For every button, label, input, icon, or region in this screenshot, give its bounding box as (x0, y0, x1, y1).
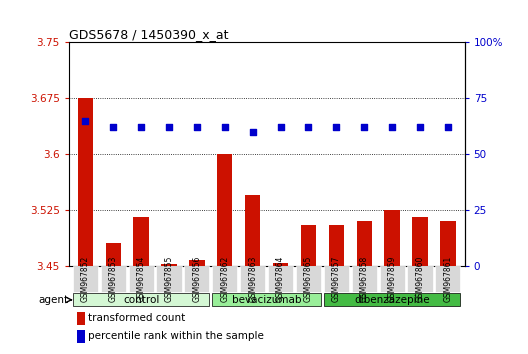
FancyBboxPatch shape (184, 266, 210, 292)
Text: GSM967857: GSM967857 (332, 256, 341, 302)
Bar (301, 225, 316, 266)
Bar (78, 98, 93, 266)
Point (444, 125, 452, 130)
Bar (356, 221, 372, 266)
Text: GSM967859: GSM967859 (388, 256, 397, 302)
Text: GSM967855: GSM967855 (165, 256, 174, 302)
Point (81, 118, 90, 124)
FancyBboxPatch shape (73, 293, 210, 306)
Text: transformed count: transformed count (89, 313, 186, 323)
Text: percentile rank within the sample: percentile rank within the sample (89, 331, 265, 341)
Text: bevacizumab: bevacizumab (232, 295, 301, 305)
Text: dibenzazepine: dibenzazepine (354, 295, 430, 305)
Point (193, 125, 201, 130)
Text: GSM967862: GSM967862 (220, 256, 229, 302)
FancyBboxPatch shape (324, 293, 460, 306)
Point (332, 125, 341, 130)
FancyBboxPatch shape (352, 266, 377, 292)
FancyBboxPatch shape (436, 266, 460, 292)
Text: GDS5678 / 1450390_x_at: GDS5678 / 1450390_x_at (69, 28, 228, 41)
Text: GSM967852: GSM967852 (81, 256, 90, 302)
Text: GSM967860: GSM967860 (416, 256, 425, 302)
Point (137, 125, 145, 130)
FancyBboxPatch shape (268, 266, 293, 292)
Text: GSM967865: GSM967865 (304, 256, 313, 302)
Text: GSM967861: GSM967861 (444, 256, 452, 302)
Text: GSM967854: GSM967854 (137, 256, 146, 302)
Bar (162, 264, 177, 266)
Bar (134, 217, 149, 266)
FancyBboxPatch shape (212, 266, 238, 292)
Bar (384, 210, 400, 266)
Point (276, 125, 285, 130)
Bar (412, 217, 428, 266)
Text: GSM967853: GSM967853 (109, 256, 118, 302)
Bar (217, 154, 232, 266)
Point (416, 125, 424, 130)
Bar (106, 244, 121, 266)
Bar (273, 263, 288, 266)
FancyBboxPatch shape (240, 266, 265, 292)
Text: GSM967864: GSM967864 (276, 256, 285, 302)
FancyBboxPatch shape (101, 266, 126, 292)
Point (304, 125, 313, 130)
FancyBboxPatch shape (129, 266, 154, 292)
Bar (189, 260, 204, 266)
Text: GSM967856: GSM967856 (192, 256, 201, 302)
Point (360, 125, 369, 130)
Bar (245, 195, 260, 266)
FancyBboxPatch shape (73, 266, 98, 292)
Text: GSM967863: GSM967863 (248, 256, 257, 302)
FancyBboxPatch shape (380, 266, 404, 292)
Bar (77, 330, 86, 343)
Point (249, 129, 257, 135)
Point (388, 125, 397, 130)
FancyBboxPatch shape (408, 266, 432, 292)
Point (165, 125, 173, 130)
Bar (77, 312, 86, 325)
Bar (329, 225, 344, 266)
Bar (440, 221, 456, 266)
Point (109, 125, 118, 130)
FancyBboxPatch shape (212, 293, 321, 306)
FancyBboxPatch shape (296, 266, 321, 292)
FancyBboxPatch shape (324, 266, 349, 292)
Point (221, 125, 229, 130)
Text: control: control (123, 295, 159, 305)
Text: agent: agent (39, 295, 69, 305)
FancyBboxPatch shape (156, 266, 182, 292)
Text: GSM967858: GSM967858 (360, 256, 369, 302)
